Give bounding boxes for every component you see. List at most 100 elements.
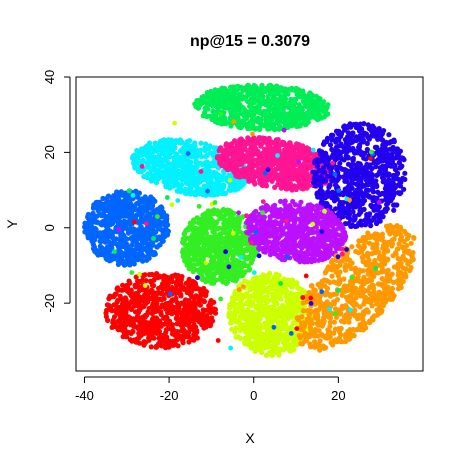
point (251, 112, 257, 118)
point (168, 161, 174, 167)
point (316, 148, 323, 154)
point (147, 140, 153, 146)
point (267, 229, 273, 235)
point (133, 254, 139, 260)
point (269, 162, 275, 168)
point (350, 156, 356, 162)
point (235, 150, 241, 156)
point (342, 123, 348, 129)
point (356, 203, 362, 210)
point (252, 126, 258, 132)
point (353, 176, 359, 182)
point (122, 193, 129, 199)
point (203, 94, 209, 100)
point (93, 227, 99, 233)
point (176, 174, 182, 181)
point (90, 205, 96, 211)
point (252, 106, 258, 112)
point (191, 145, 197, 152)
point (219, 257, 225, 263)
point (373, 178, 379, 184)
point (185, 140, 191, 146)
point (144, 213, 150, 219)
point (248, 149, 254, 155)
point (255, 151, 261, 157)
point (264, 138, 270, 144)
point (204, 223, 211, 229)
point (402, 170, 408, 176)
point (118, 232, 124, 238)
point (292, 112, 298, 119)
point (274, 158, 280, 165)
point (312, 158, 318, 164)
point (303, 185, 309, 191)
point (218, 158, 224, 164)
point (397, 148, 403, 154)
point (388, 163, 394, 169)
point (101, 238, 107, 244)
point (160, 143, 166, 149)
point (198, 140, 204, 146)
point (289, 85, 295, 91)
point (229, 141, 235, 147)
point (270, 167, 276, 174)
point (234, 167, 240, 173)
point (309, 92, 315, 98)
point (168, 170, 174, 176)
point (168, 184, 174, 190)
point (264, 85, 270, 91)
point (300, 257, 306, 263)
point (144, 257, 150, 263)
point (165, 142, 171, 148)
point (206, 274, 213, 280)
point (251, 179, 257, 186)
point (278, 254, 284, 260)
point (289, 118, 296, 124)
point (195, 105, 201, 111)
point (391, 207, 397, 213)
point (278, 85, 284, 91)
cluster-3 (214, 135, 335, 193)
point (201, 214, 208, 220)
point (216, 225, 222, 231)
point (359, 184, 365, 190)
point (164, 216, 170, 222)
point (234, 276, 240, 282)
point (300, 150, 306, 156)
point (255, 137, 261, 143)
point (109, 196, 115, 202)
point (396, 181, 402, 188)
point (279, 182, 285, 188)
point (239, 96, 245, 102)
point (244, 155, 251, 161)
point (232, 91, 238, 97)
point (305, 181, 311, 187)
point (312, 183, 318, 189)
point (283, 86, 289, 93)
point (116, 248, 122, 254)
point (326, 253, 332, 259)
point (363, 156, 369, 162)
point (284, 231, 290, 237)
point (213, 99, 219, 105)
point (357, 150, 363, 156)
point (271, 234, 278, 240)
point (148, 155, 154, 161)
point (258, 141, 265, 147)
point (343, 172, 349, 178)
point (268, 140, 274, 146)
point (325, 157, 331, 163)
point (111, 253, 118, 259)
point (199, 98, 205, 104)
point (118, 238, 124, 244)
point (203, 249, 209, 255)
point (119, 257, 125, 263)
point (159, 159, 165, 165)
point (199, 265, 205, 271)
point (322, 169, 328, 175)
point (330, 132, 336, 138)
point (121, 200, 127, 206)
point (237, 141, 244, 148)
point (288, 237, 294, 243)
point (216, 116, 222, 122)
